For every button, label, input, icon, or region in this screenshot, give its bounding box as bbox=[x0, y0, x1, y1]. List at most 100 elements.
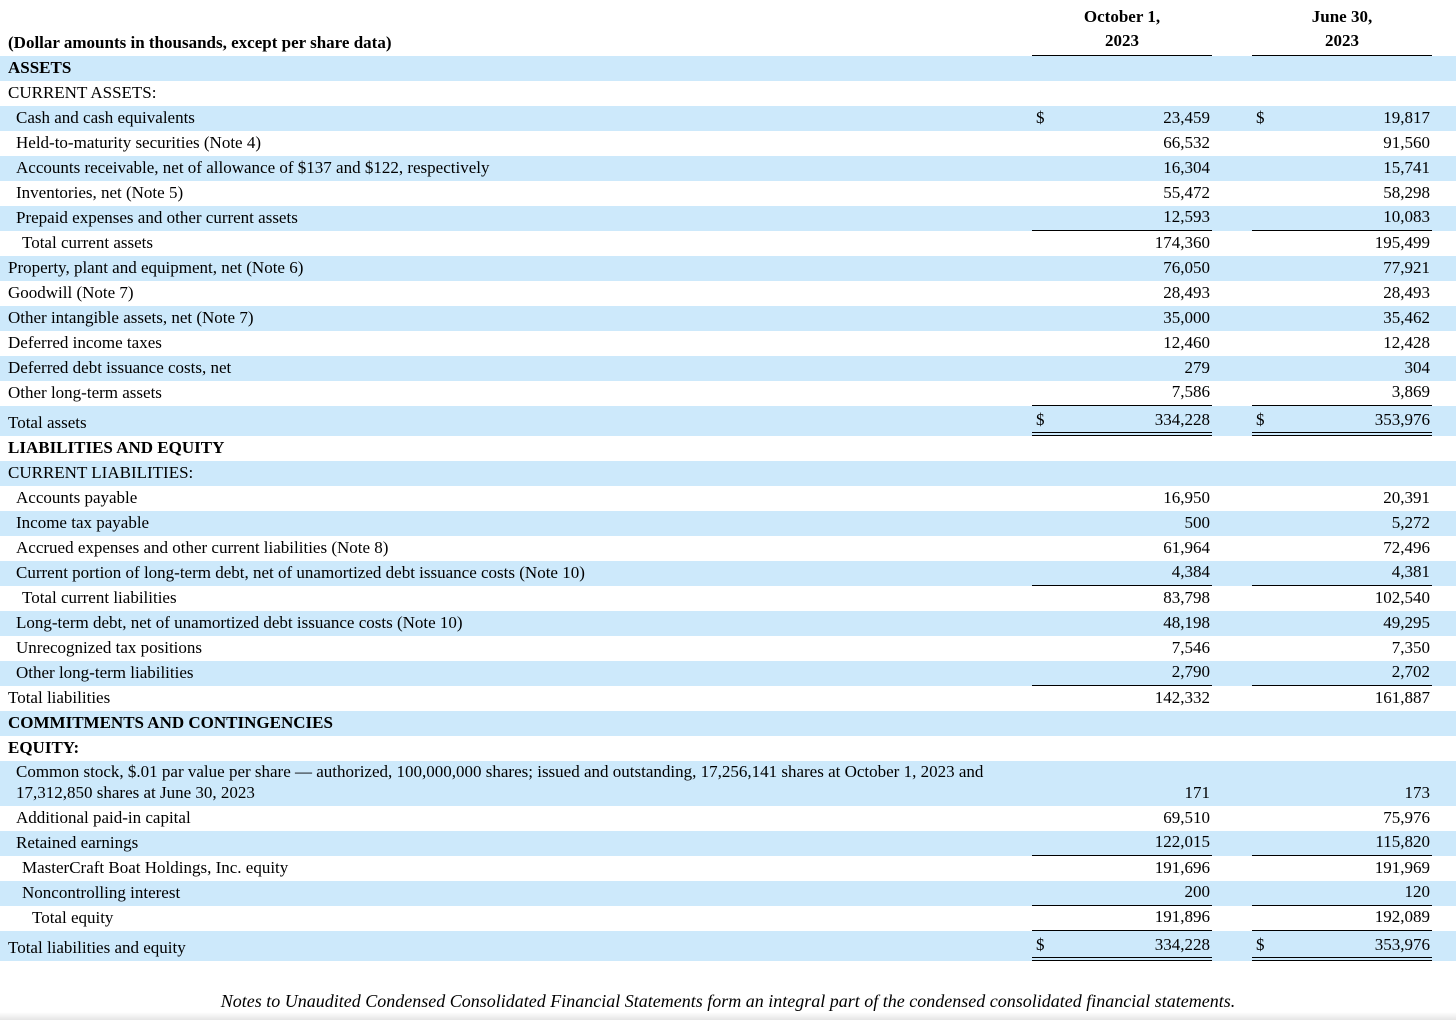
amount-june-cell: 72,496 bbox=[1252, 536, 1432, 561]
row-label: Noncontrolling interest bbox=[22, 883, 181, 902]
amount-october-cell: 61,964 bbox=[1032, 536, 1212, 561]
amount-value: 174,360 bbox=[1154, 233, 1210, 252]
row-label: COMMITMENTS AND CONTINGENCIES bbox=[8, 713, 333, 732]
amount-value: 23,459 bbox=[1163, 108, 1210, 127]
amount-value: 61,964 bbox=[1163, 538, 1210, 557]
column-gap bbox=[1212, 931, 1252, 961]
amount-october-cell: 76,050 bbox=[1032, 256, 1212, 281]
amount-value: 3,869 bbox=[1391, 382, 1430, 401]
table-row: CURRENT LIABILITIES: bbox=[0, 461, 1456, 486]
amount-june-cell: 161,887 bbox=[1252, 686, 1432, 711]
right-margin bbox=[1432, 486, 1456, 511]
table-row: Goodwill (Note 7) 28,493 28,493 bbox=[0, 281, 1456, 306]
amount-october-cell: 16,304 bbox=[1032, 156, 1212, 181]
table-row: Held-to-maturity securities (Note 4) 66,5… bbox=[0, 131, 1456, 156]
amount-june-cell: 4,381 bbox=[1252, 561, 1432, 586]
right-margin bbox=[1432, 881, 1456, 906]
column-gap bbox=[1212, 131, 1252, 156]
row-label: ASSETS bbox=[8, 58, 72, 77]
table-row: Current portion of long-term debt, net o… bbox=[0, 561, 1456, 586]
column-gap bbox=[1212, 81, 1252, 106]
column-gap bbox=[1212, 611, 1252, 636]
amount-value: 16,950 bbox=[1163, 488, 1210, 507]
amount-june-cell: 12,428 bbox=[1252, 331, 1432, 356]
column-gap bbox=[1212, 461, 1252, 486]
row-label: MasterCraft Boat Holdings, Inc. equity bbox=[22, 858, 289, 877]
column-gap bbox=[1212, 381, 1252, 406]
amount-value: 192,089 bbox=[1374, 907, 1430, 926]
right-margin bbox=[1432, 536, 1456, 561]
right-margin bbox=[1432, 831, 1456, 856]
amount-june-cell: 58,298 bbox=[1252, 181, 1432, 206]
amount-value: 20,391 bbox=[1383, 488, 1430, 507]
table-row: Long-term debt, net of unamortized debt … bbox=[0, 611, 1456, 636]
right-margin bbox=[1432, 611, 1456, 636]
row-label: Income tax payable bbox=[16, 513, 150, 532]
amount-june-cell: 10,083 bbox=[1252, 206, 1432, 231]
amount-october-cell: 122,015 bbox=[1032, 831, 1212, 856]
row-label: Other intangible assets, net (Note 7) bbox=[8, 308, 254, 327]
amount-june-cell: 102,540 bbox=[1252, 586, 1432, 611]
amount-june-cell: 115,820 bbox=[1252, 831, 1432, 856]
column-gap bbox=[1212, 736, 1252, 761]
amount-october-cell: 174,360 bbox=[1032, 231, 1212, 256]
column-gap bbox=[1212, 56, 1252, 81]
column-gap bbox=[1212, 206, 1252, 231]
table-row: Total assets $334,228 $353,976 bbox=[0, 406, 1456, 436]
column-header-october-line1: October 1, bbox=[1083, 7, 1161, 26]
table-row: Deferred income taxes 12,460 12,428 bbox=[0, 331, 1456, 356]
row-label: Current portion of long-term debt, net o… bbox=[16, 563, 585, 582]
amount-october-cell: 83,798 bbox=[1032, 586, 1212, 611]
right-margin bbox=[1432, 306, 1456, 331]
table-row: COMMITMENTS AND CONTINGENCIES bbox=[0, 711, 1456, 736]
table-row: Total current assets 174,360 195,499 bbox=[0, 231, 1456, 256]
amount-june-cell: 15,741 bbox=[1252, 156, 1432, 181]
column-gap bbox=[1212, 661, 1252, 686]
column-gap bbox=[1212, 686, 1252, 711]
column-header-october: October 1, 2023 bbox=[1032, 5, 1212, 56]
amount-value: 91,560 bbox=[1383, 133, 1430, 152]
amount-value: 77,921 bbox=[1383, 258, 1430, 277]
column-gap bbox=[1212, 231, 1252, 256]
right-margin bbox=[1432, 231, 1456, 256]
table-row: Other long-term liabilities 2,790 2,702 bbox=[0, 661, 1456, 686]
row-label: Held-to-maturity securities (Note 4) bbox=[16, 133, 262, 152]
right-margin bbox=[1432, 406, 1456, 436]
right-margin bbox=[1432, 256, 1456, 281]
column-gap bbox=[1212, 436, 1252, 461]
amount-value: 72,496 bbox=[1383, 538, 1430, 557]
amount-october-cell: 4,384 bbox=[1032, 561, 1212, 586]
amount-june-cell bbox=[1252, 461, 1432, 486]
amount-value: 16,304 bbox=[1163, 158, 1210, 177]
amount-value: 191,969 bbox=[1374, 858, 1430, 877]
table-row: MasterCraft Boat Holdings, Inc. equity 19… bbox=[0, 856, 1456, 881]
amount-value: 35,000 bbox=[1163, 308, 1210, 327]
amount-value: 7,546 bbox=[1171, 638, 1210, 657]
amount-june-cell: 2,702 bbox=[1252, 661, 1432, 686]
amount-october-cell: 200 bbox=[1032, 881, 1212, 906]
amount-october-cell: $334,228 bbox=[1032, 406, 1212, 436]
amount-value: 279 bbox=[1184, 358, 1211, 377]
amount-value: 28,493 bbox=[1383, 283, 1430, 302]
dollar-sign: $ bbox=[1036, 108, 1045, 127]
amount-value: 7,350 bbox=[1391, 638, 1430, 657]
table-row: Other intangible assets, net (Note 7) 35,… bbox=[0, 306, 1456, 331]
amount-october-cell: 16,950 bbox=[1032, 486, 1212, 511]
column-gap bbox=[1212, 536, 1252, 561]
right-margin bbox=[1432, 906, 1456, 931]
column-gap bbox=[1212, 636, 1252, 661]
row-label: CURRENT ASSETS: bbox=[8, 83, 157, 102]
right-margin bbox=[1432, 761, 1456, 806]
column-gap bbox=[1212, 761, 1252, 806]
amount-june-cell: 3,869 bbox=[1252, 381, 1432, 406]
row-label: Other long-term liabilities bbox=[16, 663, 194, 682]
amount-value: 195,499 bbox=[1374, 233, 1430, 252]
row-label: Accounts receivable, net of allowance of… bbox=[16, 158, 490, 177]
column-gap bbox=[1212, 256, 1252, 281]
amount-june-cell: 20,391 bbox=[1252, 486, 1432, 511]
amount-june-cell bbox=[1252, 736, 1432, 761]
right-margin bbox=[1432, 156, 1456, 181]
amount-value: 161,887 bbox=[1374, 688, 1430, 707]
amount-october-cell: 66,532 bbox=[1032, 131, 1212, 156]
right-margin bbox=[1432, 686, 1456, 711]
